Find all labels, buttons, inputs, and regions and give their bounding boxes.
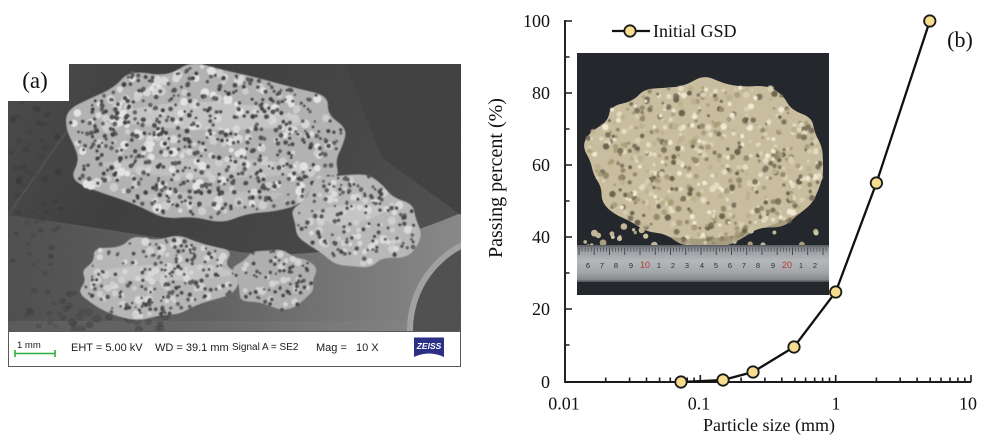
svg-text:60: 60 bbox=[532, 155, 550, 175]
svg-text:8: 8 bbox=[756, 261, 760, 270]
svg-text:2: 2 bbox=[671, 261, 675, 270]
svg-text:10: 10 bbox=[959, 394, 977, 414]
svg-text:20: 20 bbox=[532, 299, 550, 319]
svg-text:2: 2 bbox=[813, 261, 817, 270]
svg-text:ZEISS: ZEISS bbox=[416, 341, 442, 351]
svg-text:1: 1 bbox=[832, 394, 841, 414]
svg-text:80: 80 bbox=[532, 83, 550, 103]
svg-text:Initial GSD: Initial GSD bbox=[653, 21, 737, 41]
svg-text:6: 6 bbox=[586, 261, 590, 270]
svg-text:0.1: 0.1 bbox=[688, 394, 711, 414]
svg-text:5: 5 bbox=[714, 261, 718, 270]
svg-text:Mag =: Mag = bbox=[316, 342, 347, 354]
svg-text:0: 0 bbox=[541, 372, 550, 392]
svg-text:10: 10 bbox=[640, 260, 650, 270]
svg-text:Particle size (mm): Particle size (mm) bbox=[703, 415, 835, 436]
svg-text:Passing percent (%): Passing percent (%) bbox=[485, 98, 507, 258]
svg-text:9: 9 bbox=[771, 261, 775, 270]
svg-text:1: 1 bbox=[799, 261, 803, 270]
svg-text:EHT = 5.00 kV: EHT = 5.00 kV bbox=[71, 342, 143, 354]
svg-text:40: 40 bbox=[532, 227, 550, 247]
svg-text:9: 9 bbox=[629, 261, 633, 270]
svg-text:0.01: 0.01 bbox=[548, 394, 580, 414]
svg-text:6: 6 bbox=[728, 261, 732, 270]
svg-text:100: 100 bbox=[523, 11, 550, 31]
svg-text:10 X: 10 X bbox=[356, 342, 379, 354]
svg-text:4: 4 bbox=[700, 261, 704, 270]
svg-text:WD = 39.1 mm: WD = 39.1 mm bbox=[155, 342, 229, 354]
svg-text:7: 7 bbox=[742, 261, 746, 270]
svg-text:(b): (b) bbox=[947, 27, 973, 52]
svg-text:20: 20 bbox=[782, 260, 792, 270]
svg-text:7: 7 bbox=[600, 261, 604, 270]
svg-text:1: 1 bbox=[657, 261, 661, 270]
svg-text:3: 3 bbox=[685, 261, 689, 270]
svg-text:Signal A = SE2: Signal A = SE2 bbox=[232, 342, 299, 353]
svg-text:1 mm: 1 mm bbox=[17, 340, 41, 351]
svg-text:(a): (a) bbox=[22, 68, 48, 93]
svg-text:8: 8 bbox=[614, 261, 618, 270]
